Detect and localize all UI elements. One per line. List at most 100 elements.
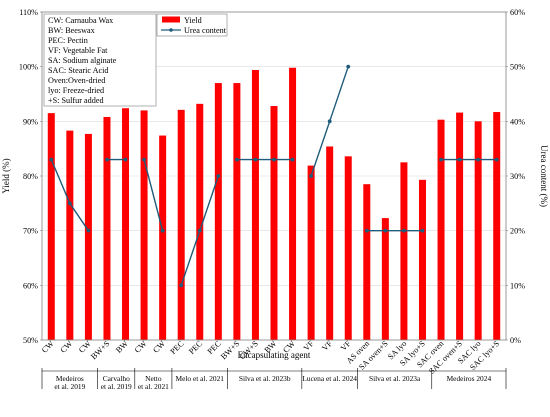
abbrev-sulfur: +S: Sulfur added <box>48 96 104 105</box>
yield-bar <box>493 112 501 340</box>
urea-point <box>309 174 314 178</box>
yield-bar <box>196 103 204 340</box>
urea-point <box>216 174 221 178</box>
group-label: Silva et al. 2023a <box>369 374 421 383</box>
urea-point <box>476 157 481 162</box>
yield-bar <box>456 112 464 340</box>
legend-urea-label: Urea content <box>184 26 227 35</box>
urea-point <box>494 157 499 162</box>
x-tick-label: VF <box>320 339 334 353</box>
x-tick-label: PEC <box>187 339 204 356</box>
x-axis-label: Encapsulating agent <box>238 350 311 360</box>
abbrev-pec: PEC: Pectin <box>48 36 88 45</box>
yield-bar <box>140 110 148 341</box>
group-label: Silva et al. 2023b <box>239 374 291 383</box>
x-tick-label: CW <box>40 339 56 355</box>
urea-point <box>420 228 425 233</box>
urea-point <box>234 157 239 162</box>
yield-bar <box>66 130 74 340</box>
x-tick-label: CW <box>151 339 167 355</box>
y-tick-label-left: 70% <box>23 227 38 236</box>
abbrev-cw: CW: Carnauba Wax <box>48 16 113 25</box>
y-tick-label-right: 60% <box>510 8 525 17</box>
urea-point <box>197 228 202 233</box>
y-tick-label-right: 10% <box>510 281 525 290</box>
group-label-line2: et al. 2019 <box>54 382 85 391</box>
group-label-line1: Medeiros <box>56 374 84 383</box>
urea-point <box>272 157 276 162</box>
yield-bar <box>326 146 334 340</box>
yield-bar <box>251 69 259 341</box>
y-tick-label-right: 50% <box>510 63 525 72</box>
y-tick-label-right: 40% <box>510 117 525 126</box>
yield-bar <box>159 135 167 340</box>
yield-bar <box>381 218 389 340</box>
x-tick-label: BW+S <box>89 339 111 361</box>
urea-point <box>346 64 351 69</box>
yield-bar <box>363 184 371 340</box>
y-tick-label-left: 80% <box>23 172 38 181</box>
group-label: Lucena et al. 2024 <box>302 374 357 383</box>
urea-point <box>364 228 369 233</box>
yield-bar <box>47 113 55 340</box>
urea-lines <box>49 64 499 288</box>
abbrev-sa: SA: Sodium alginate <box>48 56 117 65</box>
yield-bar <box>474 121 482 340</box>
yield-bars <box>47 67 501 341</box>
yield-bar <box>437 119 445 341</box>
y-tick-label-left: 110% <box>19 8 38 17</box>
legend-yield-swatch <box>162 16 180 23</box>
y-tick-label-right: 0% <box>510 336 521 345</box>
urea-point <box>457 157 462 162</box>
x-tick-label: VF <box>339 339 353 353</box>
urea-point <box>383 228 388 233</box>
urea-point <box>402 228 406 233</box>
urea-point <box>67 201 72 206</box>
urea-point <box>160 228 165 233</box>
abbrev-vf: VF: Vegetable Fat <box>48 46 108 55</box>
x-tick-label: PEC <box>169 339 186 356</box>
legend-yield-label: Yield <box>184 16 202 25</box>
legend-urea-marker <box>169 28 173 32</box>
group-label: Medeiros 2024 <box>447 374 492 383</box>
x-tick-label: CW <box>59 339 75 355</box>
y-tick-label-left: 100% <box>19 63 38 72</box>
y-tick-label-left: 60% <box>23 281 38 290</box>
abbrev-lyo: lyo: Freeze-dried <box>48 86 104 95</box>
yield-bar <box>214 83 222 341</box>
urea-point <box>327 119 332 124</box>
urea-point <box>105 157 109 162</box>
yield-bar <box>103 116 111 341</box>
y-tick-label-right: 20% <box>510 227 525 236</box>
urea-point <box>439 157 443 162</box>
yield-bar <box>177 109 185 340</box>
y-axis-label-left: Yield (%) <box>1 158 11 193</box>
y-axis-label-right: Urea content (%) <box>539 145 549 207</box>
urea-point <box>49 157 54 162</box>
abbrev-oven: Oven:Oven-dried <box>48 76 105 85</box>
y-tick-label-left: 90% <box>23 117 38 126</box>
x-tick-label: CW <box>133 339 149 355</box>
urea-point <box>253 157 258 162</box>
abbrev-sac: SAC: Stearic Acid <box>48 66 109 75</box>
y-tick-label-right: 30% <box>510 172 525 181</box>
legend: Yield Urea content <box>156 13 228 37</box>
urea-point <box>86 228 91 233</box>
yield-bar <box>400 162 408 340</box>
yield-bar <box>84 133 92 340</box>
abbreviation-box: CW: Carnauba Wax BW: Beeswax PEC: Pectin… <box>43 13 157 107</box>
urea-point <box>179 283 184 288</box>
group-label-line1: Carvalho <box>103 374 130 383</box>
x-tick-label: BW <box>114 339 130 355</box>
yield-bar <box>344 156 352 340</box>
urea-point <box>290 157 295 162</box>
urea-line-segment <box>143 159 164 231</box>
yield-bar <box>418 179 426 340</box>
yield-bar <box>289 67 297 340</box>
y-tick-label-left: 50% <box>23 336 38 345</box>
abbrev-bw: BW: Beeswax <box>48 26 95 35</box>
urea-point <box>142 157 146 162</box>
yield-bar <box>270 106 278 340</box>
